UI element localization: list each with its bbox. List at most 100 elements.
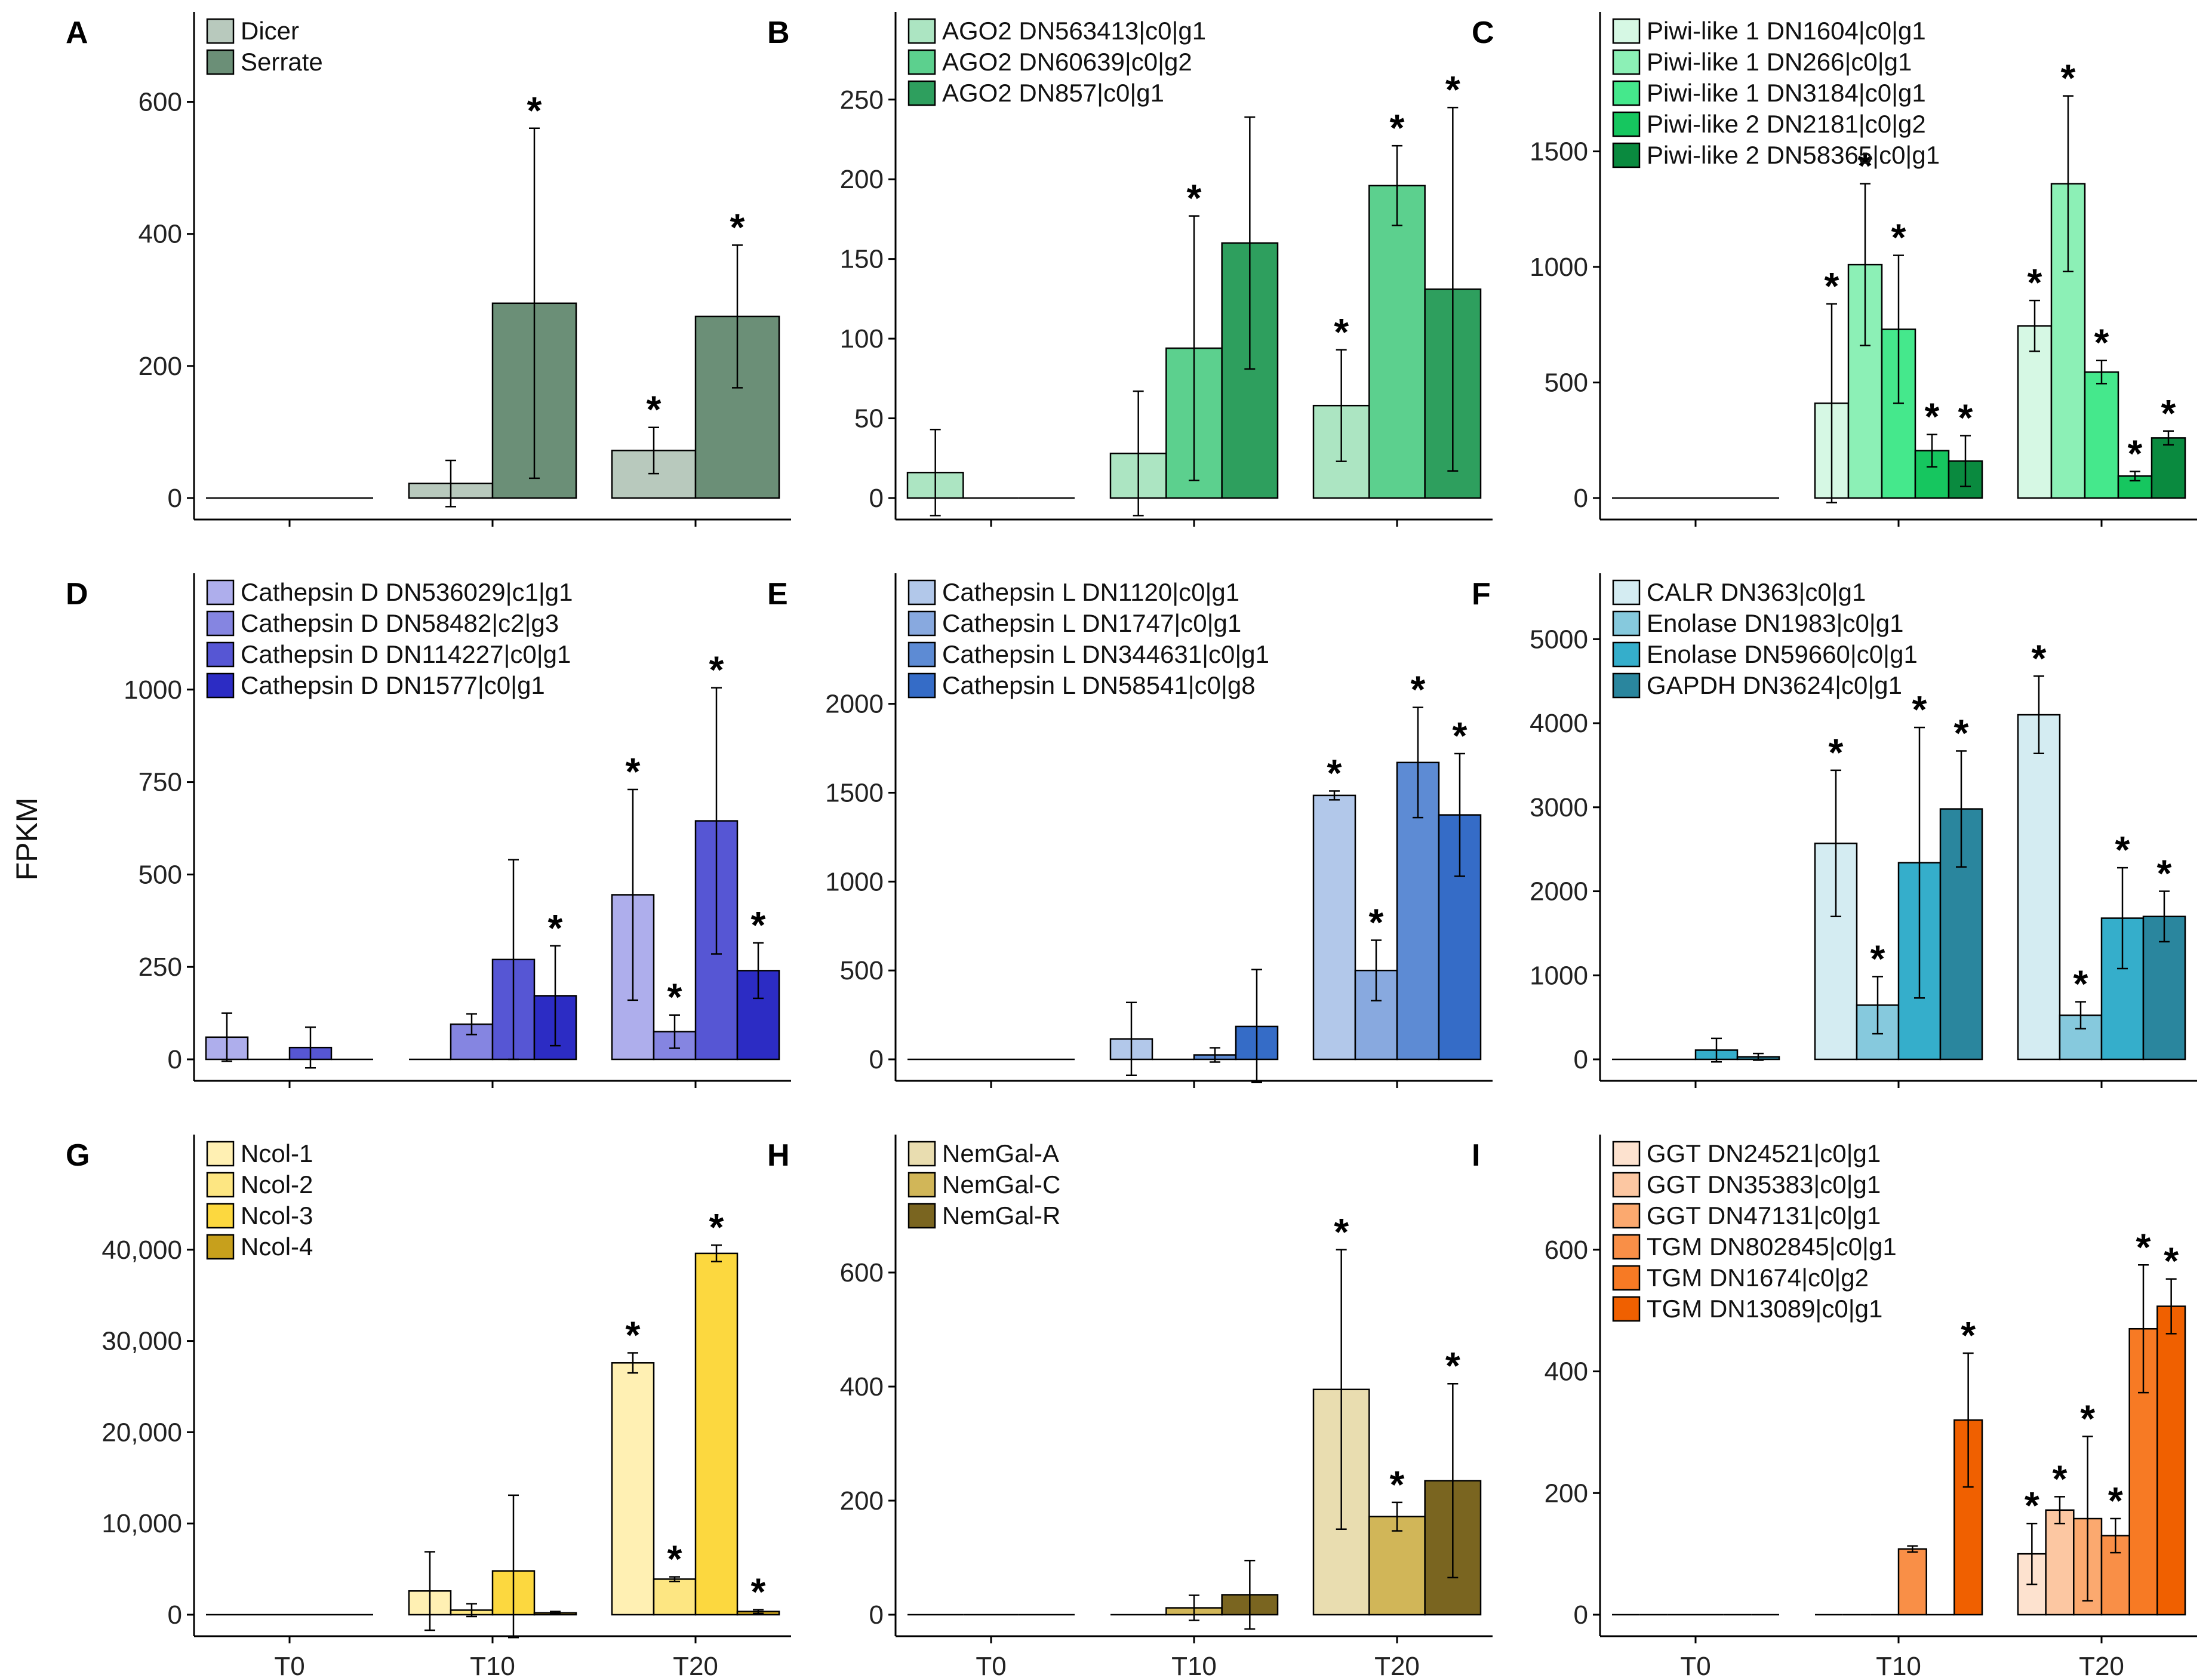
significance-star: * bbox=[1870, 937, 1885, 980]
legend-label: TGM DN802845|c0|g1 bbox=[1647, 1233, 1897, 1261]
significance-star: * bbox=[1334, 1210, 1349, 1253]
legend-label: Cathepsin L DN344631|c0|g1 bbox=[942, 640, 1269, 668]
panel-label: B bbox=[767, 16, 790, 50]
y-tick-label: 0 bbox=[1574, 1600, 1588, 1630]
legend-label: GGT DN35383|c0|g1 bbox=[1647, 1170, 1881, 1198]
legend-swatch bbox=[1612, 49, 1641, 75]
significance-star: * bbox=[2025, 1484, 2039, 1527]
legend-label: Cathepsin D DN1577|c0|g1 bbox=[241, 671, 545, 699]
legend: GGT DN24521|c0|g1 GGT DN35383|c0|g1 GGT DN… bbox=[1612, 1139, 1897, 1323]
significance-star: * bbox=[647, 388, 662, 431]
legend-swatch bbox=[1612, 579, 1641, 606]
significance-star: * bbox=[2053, 1457, 2068, 1500]
y-tick-label: 20,000 bbox=[101, 1418, 182, 1447]
significance-star: * bbox=[626, 1313, 641, 1356]
significance-star: * bbox=[548, 906, 563, 949]
legend-swatch bbox=[907, 18, 936, 44]
y-tick-label: 1000 bbox=[1530, 961, 1588, 990]
significance-star: * bbox=[2164, 1240, 2179, 1283]
significance-star: * bbox=[1369, 901, 1384, 944]
bar bbox=[653, 1578, 697, 1616]
legend-label: Cathepsin D DN114227|c0|g1 bbox=[241, 640, 571, 668]
legend-swatch bbox=[206, 579, 235, 606]
y-tick-label: 250 bbox=[840, 85, 884, 115]
y-tick-label: 1000 bbox=[124, 675, 182, 705]
significance-star: * bbox=[527, 89, 542, 132]
significance-star: * bbox=[667, 1538, 682, 1581]
panel-label: F bbox=[1472, 577, 1491, 611]
legend-swatch bbox=[206, 18, 235, 44]
y-tick-label: 0 bbox=[869, 1045, 884, 1074]
legend-label: Cathepsin D DN58482|c2|g3 bbox=[241, 609, 559, 637]
legend: Piwi-like 1 DN1604|c0|g1 Piwi-like 1 DN26… bbox=[1612, 17, 1940, 169]
bar bbox=[611, 1362, 655, 1616]
y-tick-label: 100 bbox=[840, 324, 884, 354]
legend-label: Enolase DN1983|c0|g1 bbox=[1647, 609, 1903, 637]
legend-label: Cathepsin L DN58541|c0|g8 bbox=[942, 671, 1256, 699]
legend-swatch bbox=[907, 641, 936, 668]
legend-swatch bbox=[1612, 1203, 1641, 1229]
legend: AGO2 DN563413|c0|g1 AGO2 DN60639|c0|g2 AGO… bbox=[907, 17, 1206, 107]
x-tick-label: T0 bbox=[274, 1652, 304, 1678]
legend-label: GGT DN24521|c0|g1 bbox=[1647, 1139, 1881, 1167]
legend-swatch bbox=[907, 1203, 936, 1229]
bar bbox=[2084, 371, 2119, 499]
legend-label: Ncol-4 bbox=[241, 1233, 313, 1261]
significance-star: * bbox=[1327, 751, 1342, 794]
y-tick-label: 50 bbox=[854, 404, 884, 434]
x-tick-label: T20 bbox=[2079, 1652, 2124, 1678]
legend: Cathepsin D DN536029|c1|g1 Cathepsin D DN… bbox=[206, 578, 573, 699]
significance-star: * bbox=[1858, 145, 1873, 188]
legend-swatch bbox=[206, 672, 235, 699]
bar bbox=[1897, 1548, 1927, 1616]
significance-star: * bbox=[1390, 106, 1405, 149]
panel-g: G 0 10,000 20,000 30,000 40,000 T0 T10 T20 * * * * Nc… bbox=[66, 1135, 791, 1678]
significance-star: * bbox=[2108, 1479, 2123, 1522]
significance-star: * bbox=[2157, 852, 2172, 895]
legend-label: Cathepsin L DN1120|c0|g1 bbox=[942, 578, 1239, 606]
y-tick-label: 10,000 bbox=[101, 1509, 182, 1538]
y-tick-label: 0 bbox=[168, 484, 182, 513]
significance-star: * bbox=[709, 649, 724, 692]
bar bbox=[2151, 437, 2186, 499]
legend-label: CALR DN363|c0|g1 bbox=[1647, 578, 1866, 606]
x-tick-label: T0 bbox=[976, 1652, 1006, 1678]
y-tick-label: 200 bbox=[840, 165, 884, 194]
legend-label: GGT DN47131|c0|g1 bbox=[1647, 1201, 1881, 1230]
y-tick-label: 200 bbox=[139, 352, 182, 381]
y-tick-label: 1000 bbox=[1530, 253, 1588, 282]
legend-label: AGO2 DN563413|c0|g1 bbox=[942, 17, 1206, 45]
x-tick-label: T0 bbox=[1680, 1652, 1710, 1678]
significance-star: * bbox=[751, 1571, 766, 1614]
legend-label: Piwi-like 1 DN266|c0|g1 bbox=[1647, 48, 1912, 76]
legend-swatch bbox=[907, 49, 936, 75]
significance-star: * bbox=[2032, 637, 2047, 680]
legend-swatch bbox=[907, 80, 936, 106]
significance-star: * bbox=[2136, 1225, 2151, 1268]
legend-label: AGO2 DN60639|c0|g2 bbox=[942, 48, 1192, 76]
y-tick-label: 600 bbox=[139, 88, 182, 117]
significance-star: * bbox=[626, 750, 641, 793]
y-axis-label: FPKM bbox=[10, 798, 44, 881]
legend: Dicer Serrate bbox=[206, 17, 323, 76]
y-tick-label: 5000 bbox=[1530, 625, 1588, 654]
significance-star: * bbox=[1829, 731, 1844, 774]
legend: Ncol-1 Ncol-2 Ncol-3 Ncol-4 bbox=[206, 1139, 313, 1261]
y-tick-label: 4000 bbox=[1530, 709, 1588, 738]
bar bbox=[2017, 325, 2053, 499]
y-tick-label: 500 bbox=[840, 956, 884, 985]
y-tick-label: 600 bbox=[840, 1258, 884, 1287]
y-tick-label: 500 bbox=[139, 860, 182, 889]
bar bbox=[694, 1252, 739, 1616]
legend-swatch bbox=[1612, 1296, 1641, 1322]
bar bbox=[1312, 794, 1356, 1061]
significance-star: * bbox=[1411, 668, 1426, 711]
significance-star: * bbox=[1825, 265, 1839, 308]
y-tick-label: 2000 bbox=[825, 690, 884, 719]
legend-label: Serrate bbox=[241, 48, 323, 76]
panel-a: A 0 200 400 600 * * * Dicer Serrate bbox=[66, 12, 791, 527]
legend-swatch bbox=[1612, 18, 1641, 44]
